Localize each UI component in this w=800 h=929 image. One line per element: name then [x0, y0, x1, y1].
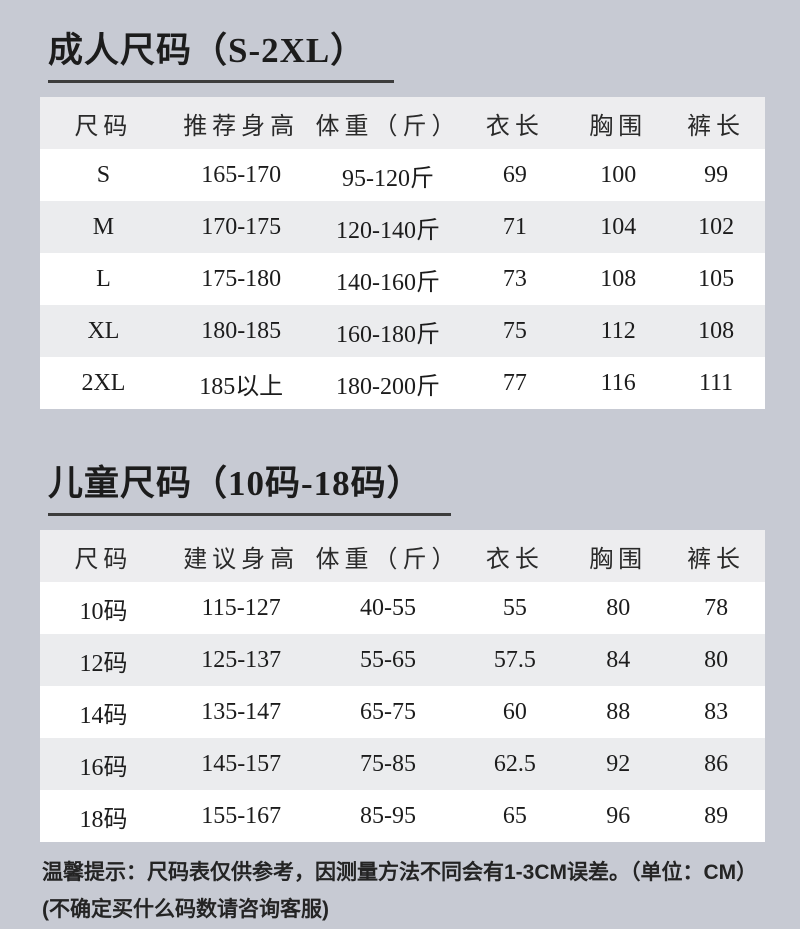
cell: 65 [502, 802, 527, 829]
cell: 125-137 [201, 646, 282, 673]
table-row: 12码 125-137 55-65 57.5 84 80 [40, 634, 765, 686]
cell: 55-65 [360, 646, 416, 673]
child-section-title: 儿童尺码（10码-18码） [48, 455, 800, 516]
child-header-row: 尺码 建议身高 体重（斤） 衣长 胸围 裤长 [40, 530, 765, 582]
adult-header-row: 尺码 推荐身高 体重（斤） 衣长 胸围 裤长 [40, 97, 765, 149]
cell: 71 [502, 213, 527, 240]
cell: 40-55 [360, 594, 416, 621]
cell: 108 [600, 265, 637, 292]
cell: 120-140斤 [336, 217, 440, 244]
cell: 18码 [79, 806, 128, 833]
cell: 185以上 [199, 373, 284, 400]
table-row: 16码 145-157 75-85 62.5 92 86 [40, 738, 765, 790]
cell: 180-200斤 [336, 373, 440, 400]
adult-section-title-text: 成人尺码（S-2XL） [48, 22, 395, 83]
cell: 84 [606, 646, 631, 673]
cell: 175-180 [201, 265, 282, 292]
adult-section-title: 成人尺码（S-2XL） [48, 22, 800, 83]
cell: 75-85 [360, 750, 416, 777]
cell: 85-95 [360, 802, 416, 829]
cell: 116 [600, 369, 636, 396]
cell: 155-167 [201, 802, 282, 829]
table-row: L 175-180 140-160斤 73 108 105 [40, 253, 765, 305]
cell: 95-120斤 [342, 165, 434, 192]
size-chart-page: 成人尺码（S-2XL） 尺码 推荐身高 体重（斤） 衣长 胸围 裤长 S 165-170 95… [0, 22, 800, 925]
cell: 62.5 [493, 750, 536, 777]
cell: 140-160斤 [336, 269, 440, 296]
cell: 60 [502, 698, 527, 725]
table-row: 14码 135-147 65-75 60 88 83 [40, 686, 765, 738]
adult-size-table: 尺码 推荐身高 体重（斤） 衣长 胸围 裤长 S 165-170 95-120斤 69 100 99… [40, 97, 765, 409]
cell: 145-157 [201, 750, 282, 777]
cell: 83 [704, 698, 729, 725]
cell: 160-180斤 [336, 321, 440, 348]
cell: 105 [698, 265, 735, 292]
column-header: 衣长 [485, 546, 544, 573]
column-header: 建议身高 [183, 546, 300, 573]
cell: 180-185 [201, 317, 282, 344]
cell: 73 [502, 265, 527, 292]
cell: 14码 [79, 702, 128, 729]
cell: 80 [704, 646, 729, 673]
cell: 92 [606, 750, 631, 777]
column-header: 体重（斤） [315, 546, 461, 573]
cell: 89 [704, 802, 729, 829]
cell: 80 [606, 594, 631, 621]
child-size-table: 尺码 建议身高 体重（斤） 衣长 胸围 裤长 10码 115-127 40-55 55 80 78 1… [40, 530, 765, 842]
table-row: 2XL 185以上 180-200斤 77 116 111 [40, 357, 765, 409]
column-header: 裤长 [687, 113, 746, 140]
column-header: 衣长 [485, 113, 544, 140]
cell: 102 [698, 213, 735, 240]
cell: 10码 [79, 598, 128, 625]
footer-contact-line: (不确定买什么码数请咨询客服) [42, 898, 329, 921]
cell: 78 [704, 594, 729, 621]
cell: 170-175 [201, 213, 282, 240]
table-row: S 165-170 95-120斤 69 100 99 [40, 149, 765, 201]
cell: 104 [600, 213, 637, 240]
column-header: 体重（斤） [315, 113, 461, 140]
cell: S [96, 161, 111, 188]
column-header: 尺码 [74, 113, 133, 140]
cell: 86 [704, 750, 729, 777]
cell: 12码 [79, 650, 128, 677]
cell: 135-147 [201, 698, 282, 725]
cell: 69 [502, 161, 527, 188]
cell: 99 [704, 161, 729, 188]
cell: 88 [606, 698, 631, 725]
column-header: 胸围 [589, 113, 648, 140]
table-row: M 170-175 120-140斤 71 104 102 [40, 201, 765, 253]
cell: 16码 [79, 754, 128, 781]
cell: 65-75 [360, 698, 416, 725]
cell: 2XL [81, 369, 126, 396]
footer-note: 温馨提示：尺码表仅供参考，因测量方法不同会有1-3CM误差。（单位：CM） (不… [42, 858, 800, 925]
cell: 57.5 [493, 646, 536, 673]
table-row: XL 180-185 160-180斤 75 112 108 [40, 305, 765, 357]
cell: M [92, 213, 115, 240]
column-header: 胸围 [589, 546, 648, 573]
cell: 165-170 [201, 161, 282, 188]
cell: 77 [502, 369, 527, 396]
table-row: 10码 115-127 40-55 55 80 78 [40, 582, 765, 634]
cell: 115-127 [201, 594, 281, 621]
table-row: 18码 155-167 85-95 65 96 89 [40, 790, 765, 842]
cell: 100 [600, 161, 637, 188]
cell: 111 [698, 369, 734, 396]
cell: 108 [698, 317, 735, 344]
cell: L [96, 265, 111, 292]
cell: 112 [600, 317, 636, 344]
column-header: 裤长 [687, 546, 746, 573]
column-header: 推荐身高 [183, 113, 300, 140]
cell: 96 [606, 802, 631, 829]
column-header: 尺码 [74, 546, 133, 573]
footer-tip-line: 温馨提示：尺码表仅供参考，因测量方法不同会有1-3CM误差。（单位：CM） [42, 861, 758, 884]
child-section-title-text: 儿童尺码（10码-18码） [48, 455, 451, 516]
cell: 75 [502, 317, 527, 344]
cell: XL [87, 317, 120, 344]
cell: 55 [502, 594, 527, 621]
